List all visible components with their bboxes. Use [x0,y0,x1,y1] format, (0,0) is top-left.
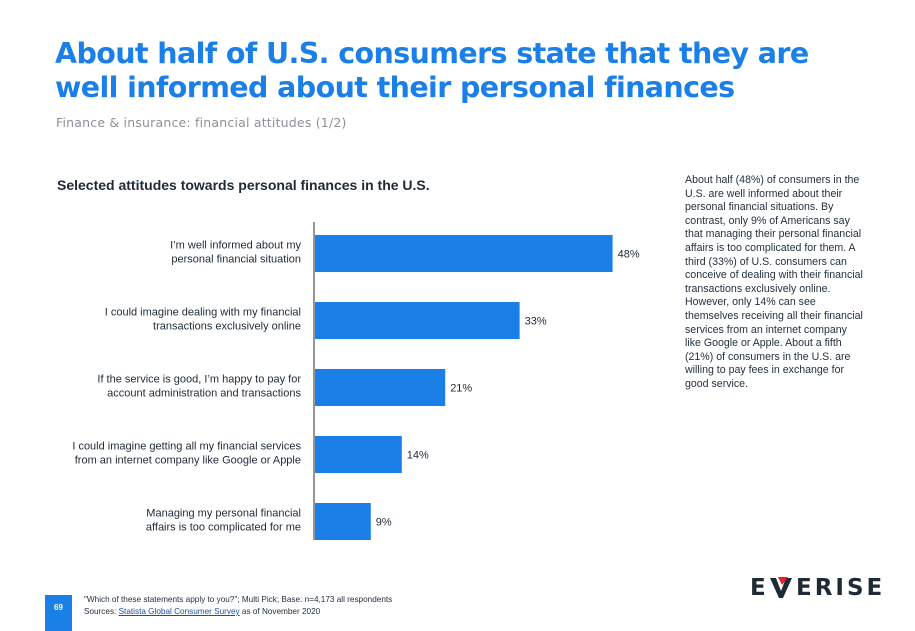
bar [315,235,613,272]
everise-logo: E ERISE [750,574,885,602]
logo-v-mark [770,577,792,598]
category-label: I could imagine getting all my financial… [72,441,301,453]
page-title: About half of U.S. consumers state that … [55,37,809,104]
category-label: I’m well informed about my [170,240,301,252]
bar-value-label: 21% [450,383,472,395]
bar [315,503,371,540]
footnote-sources: Sources: Statista Global Consumer Survey… [84,606,392,618]
category-label: account administration and transactions [107,388,301,400]
logo-letters: ERISE [796,575,886,601]
logo-letter-e: E [750,575,766,601]
sources-prefix: Sources: [84,607,119,616]
category-label: If the service is good, I’m happy to pay… [97,374,301,386]
category-label: personal financial situation [171,254,301,266]
category-label: Managing my personal financial [146,508,301,520]
bar [315,369,446,406]
page-subtitle: Finance & insurance: financial attitudes… [56,115,347,130]
category-label: I could imagine dealing with my financia… [105,307,301,319]
bar-value-label: 33% [525,316,547,328]
bar-value-label: 9% [376,517,392,529]
sources-suffix: as of November 2020 [239,607,321,616]
bar [315,302,520,339]
category-label: affairs is too complicated for me [146,522,301,534]
page-number-badge: 69 [45,595,72,631]
category-label: from an internet company like Google or … [75,455,301,467]
footnote: "Which of these statements apply to you?… [84,594,392,618]
chart-title: Selected attitudes towards personal fina… [57,177,430,193]
bar-value-label: 48% [618,249,640,261]
chart-description: About half (48%) of consumers in the U.S… [685,174,863,390]
bar-value-label: 14% [407,450,429,462]
sources-link[interactable]: Statista Global Consumer Survey [118,607,240,616]
bar [315,436,402,473]
category-label: transactions exclusively online [153,321,301,333]
footnote-question: "Which of these statements apply to you?… [84,595,393,604]
